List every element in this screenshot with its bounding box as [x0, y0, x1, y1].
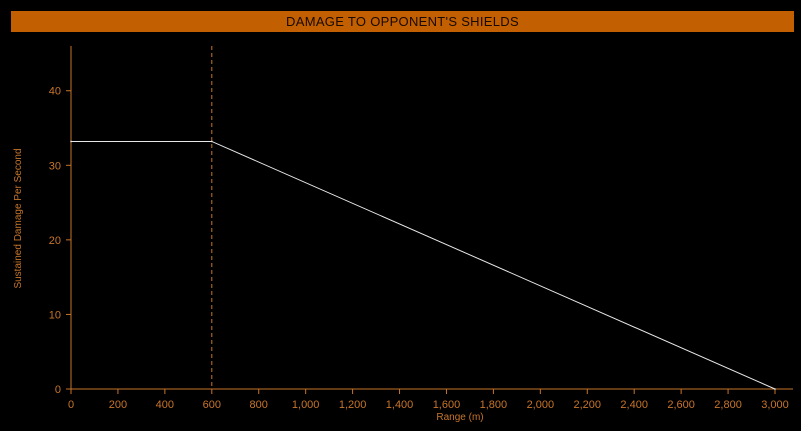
y-axis-title: Sustained Damage Per Second: [13, 148, 24, 288]
x-tick-label: 1,000: [292, 399, 320, 411]
series-point: [70, 140, 72, 143]
x-tick-label: 200: [109, 399, 127, 411]
y-tick-label: 30: [49, 160, 61, 172]
chart-title: DAMAGE TO OPPONENT'S SHIELDS: [286, 14, 519, 29]
x-axis-title: Range (m): [436, 412, 483, 423]
x-tick-label: 2,600: [667, 399, 695, 411]
x-tick-label: 1,200: [339, 399, 367, 411]
y-tick-label: 0: [55, 384, 61, 396]
x-tick-label: 1,600: [433, 399, 461, 411]
x-tick-label: 400: [156, 399, 174, 411]
x-tick-label: 1,400: [386, 399, 414, 411]
x-tick-label: 600: [203, 399, 221, 411]
x-tick-label: 2,400: [620, 399, 648, 411]
y-tick-label: 40: [49, 86, 61, 98]
chart-title-bar: DAMAGE TO OPPONENT'S SHIELDS: [11, 11, 794, 32]
x-tick-label: 2,000: [527, 399, 555, 411]
x-tick-label: 3,000: [761, 399, 789, 411]
x-tick-label: 0: [68, 399, 74, 411]
x-tick-label: 2,200: [574, 399, 602, 411]
series-line: [71, 140, 776, 390]
x-tick-label: 1,800: [480, 399, 508, 411]
x-tick-label: 800: [250, 399, 268, 411]
y-tick-label: 20: [49, 235, 61, 247]
y-tick-label: 10: [49, 309, 61, 321]
series-point: [774, 388, 776, 390]
x-tick-label: 2,800: [714, 399, 742, 411]
series-point: [211, 140, 213, 143]
